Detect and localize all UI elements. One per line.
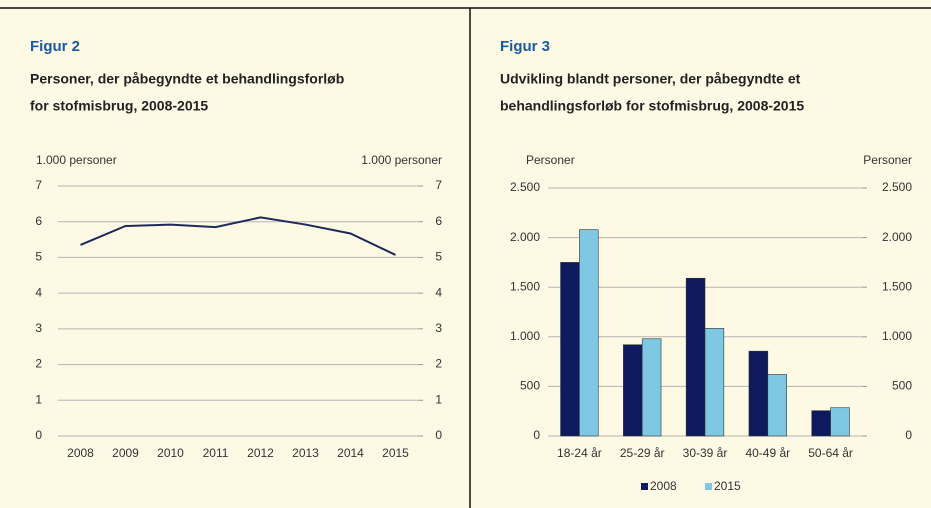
x-tick-label: 2015 <box>382 446 409 460</box>
y2-tick-label: 2.500 <box>882 180 912 194</box>
y2-tick-label: 2.000 <box>882 230 912 244</box>
y2-tick-label: 1.500 <box>882 279 912 293</box>
y-tick-label: 7 <box>35 178 42 192</box>
y2-tick-label: 0 <box>905 428 912 442</box>
figure-heading: Figur 3 <box>500 38 550 55</box>
legend-label: 2015 <box>714 479 741 493</box>
bar <box>811 410 831 437</box>
y2-tick-label: 7 <box>435 178 442 192</box>
chart-title: behandlingsforløb for stofmisbrug, 2008-… <box>500 98 804 114</box>
figure-heading: Figur 2 <box>30 38 80 55</box>
line-series <box>80 216 396 256</box>
y-tick-label: 500 <box>520 379 540 393</box>
legend-swatch <box>705 483 712 490</box>
x-tick-label: 2013 <box>292 446 319 460</box>
y-tick-label: 0 <box>35 428 42 442</box>
x-tick-label: 2009 <box>112 446 139 460</box>
chart-title: Personer, der påbegyndte et behandlingsf… <box>30 71 344 87</box>
bar <box>685 277 706 437</box>
y-tick-label: 5 <box>35 250 42 264</box>
bar <box>623 344 643 437</box>
chart-title: Udvikling blandt personer, der påbegyndt… <box>500 71 801 87</box>
x-tick-label: 25-29 år <box>620 446 665 460</box>
y-tick-label: 2.000 <box>510 230 540 244</box>
x-tick-label: 2014 <box>337 446 364 460</box>
y2-tick-label: 6 <box>435 214 442 228</box>
x-tick-label: 40-49 år <box>745 446 790 460</box>
legend-swatch <box>641 483 648 490</box>
y2-tick-label: 1.000 <box>882 329 912 343</box>
x-tick-label: 50-64 år <box>808 446 853 460</box>
bar <box>767 374 787 437</box>
y-axis-label: Personer <box>526 153 575 167</box>
y-tick-label: 6 <box>35 214 42 228</box>
y2-axis-label: 1.000 personer <box>361 153 442 167</box>
x-tick-label: 2011 <box>203 446 229 460</box>
y2-tick-label: 2 <box>435 357 442 371</box>
y2-tick-label: 500 <box>892 379 912 393</box>
bar <box>748 350 769 437</box>
y-tick-label: 2.500 <box>510 180 540 194</box>
y-tick-label: 4 <box>35 285 42 299</box>
y-tick-label: 2 <box>35 357 42 371</box>
y2-axis-label: Personer <box>863 153 912 167</box>
bar <box>579 229 599 437</box>
y-tick-label: 1 <box>35 392 42 406</box>
bar <box>830 407 850 437</box>
y-tick-label: 3 <box>35 321 42 335</box>
x-tick-label: 18-24 år <box>557 446 602 460</box>
y-tick-label: 0 <box>533 428 540 442</box>
y-tick-label: 1.000 <box>510 329 540 343</box>
y2-tick-label: 4 <box>435 285 442 299</box>
y2-tick-label: 5 <box>435 250 442 264</box>
y-tick-label: 1.500 <box>510 279 540 293</box>
x-tick-label: 30-39 år <box>683 446 728 460</box>
bar <box>704 328 725 437</box>
x-tick-label: 2008 <box>67 446 94 460</box>
y2-tick-label: 3 <box>435 321 442 335</box>
y-axis-label: 1.000 personer <box>36 153 117 167</box>
legend-label: 2008 <box>650 479 677 493</box>
y2-tick-label: 0 <box>435 428 442 442</box>
bar <box>641 338 662 437</box>
bar <box>560 262 580 437</box>
chart-title: for stofmisbrug, 2008-2015 <box>30 98 208 114</box>
x-tick-label: 2010 <box>157 446 184 460</box>
y2-tick-label: 1 <box>435 392 442 406</box>
x-tick-label: 2012 <box>247 446 274 460</box>
